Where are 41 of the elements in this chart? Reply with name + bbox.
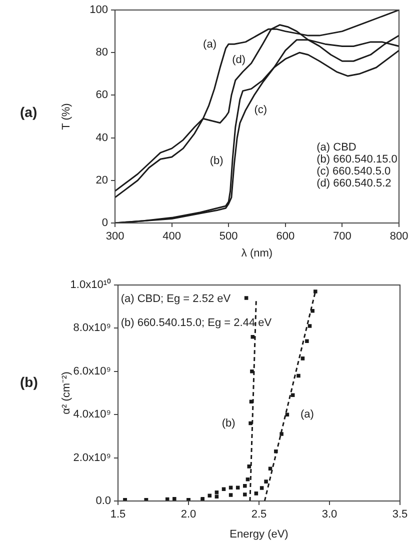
series-label: (c) [254, 104, 268, 116]
y-tick-label: 1.0x10¹⁰ [70, 278, 111, 292]
y-tick-label: 80 [96, 46, 108, 59]
y-tick-label: 60 [96, 89, 108, 102]
x-tick-label: 2.0 [180, 508, 196, 521]
x-tick-label: 600 [276, 230, 295, 243]
annotation: (b) 660.540.15.0; Eg = 2.44 eV [120, 317, 272, 330]
y-tick-label: 4.0x10⁹ [73, 408, 111, 421]
x-tick-label: 800 [390, 230, 408, 243]
series-label: (a) [203, 38, 216, 50]
x-tick-label: 1.5 [110, 508, 126, 521]
y-axis-title: α² (cm⁻²) [60, 372, 73, 414]
x-tick-label: 300 [106, 230, 124, 243]
x-tick-label: 500 [219, 230, 238, 243]
y-tick-label: 40 [96, 132, 108, 144]
series-label: (b) [222, 417, 236, 430]
annotation: (d) 660.540.5.2 [316, 178, 392, 190]
y-tick-label: 2.0x10⁹ [73, 452, 111, 464]
x-tick-label: 400 [162, 230, 181, 243]
annotation: (b) 660.540.15.0 [316, 154, 398, 166]
x-tick-label: 700 [333, 230, 352, 243]
y-tick-label: 0 [102, 217, 108, 230]
y-tick-label: 100 [90, 4, 108, 16]
text: (b) [20, 374, 38, 390]
text: (a) [20, 104, 38, 120]
x-tick-label: 3.5 [392, 508, 408, 521]
annotation: (c) 660.540.5.0 [316, 166, 391, 178]
series-label: (d) [232, 54, 246, 66]
annotation: (a) CBD [316, 142, 356, 154]
x-tick-label: 3.0 [322, 508, 338, 521]
y-tick-label: 6.0x10⁹ [73, 365, 111, 378]
y-tick-label: 8.0x10⁹ [73, 322, 111, 334]
series-label: (a) [300, 408, 314, 421]
y-tick-label: 0.0 [96, 495, 111, 508]
annotation: (a) CBD; Eg = 2.52 eV [120, 293, 232, 306]
y-axis-title: T (%) [60, 103, 73, 130]
x-axis-title: Energy (eV) [230, 528, 288, 540]
series-label: (b) [210, 155, 224, 168]
x-axis-title: λ (nm) [241, 247, 273, 260]
y-tick-label: 20 [96, 174, 108, 186]
x-tick-label: 2.5 [251, 508, 267, 521]
